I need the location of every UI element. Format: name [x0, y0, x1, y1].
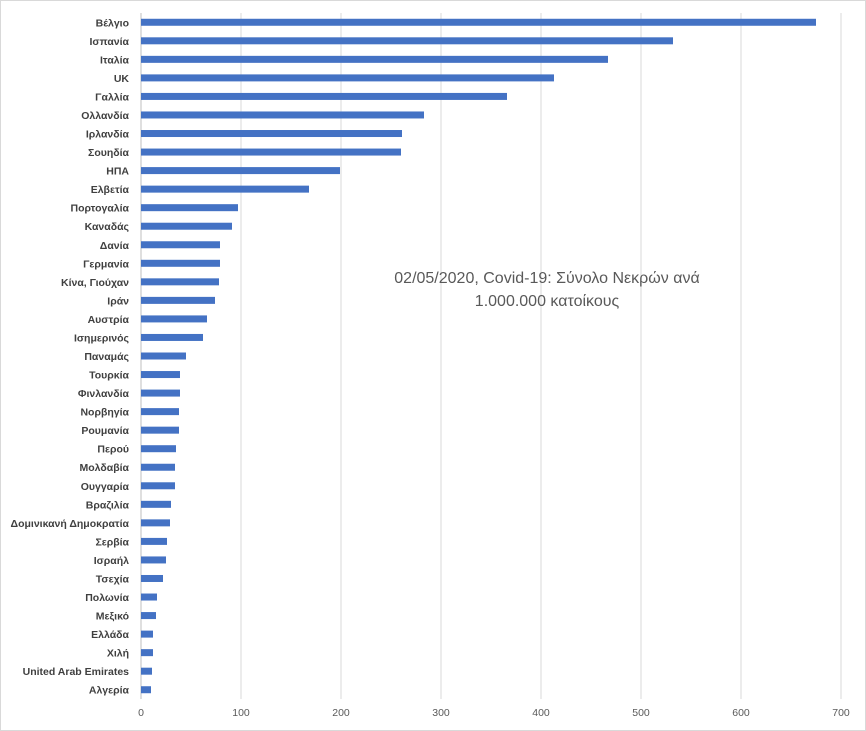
category-label: Νορβηγία — [80, 407, 129, 419]
category-label: Περού — [97, 444, 129, 456]
bar — [141, 55, 608, 63]
category-label: Αυστρία — [88, 314, 130, 326]
bar — [141, 167, 340, 175]
bar — [141, 389, 180, 397]
grid-lines — [140, 13, 842, 699]
bar — [141, 630, 153, 638]
category-label: Πορτογαλία — [70, 203, 129, 215]
x-tick-label: 300 — [432, 707, 450, 719]
x-tick-label: 600 — [732, 707, 750, 719]
x-tick-label: 400 — [532, 707, 550, 719]
bar — [141, 278, 219, 286]
category-label: Βραζιλία — [86, 499, 130, 511]
category-label: Δομινικανή Δημοκρατία — [11, 518, 130, 530]
category-label: Γαλλία — [95, 91, 129, 103]
category-label: Καναδάς — [85, 221, 130, 233]
category-label: United Arab Emirates — [23, 666, 130, 678]
bar — [141, 537, 167, 545]
category-label: Ουγγαρία — [81, 481, 130, 493]
bar — [141, 259, 220, 267]
category-label: Ελβετία — [91, 184, 130, 196]
category-label: Μολδαβία — [80, 462, 130, 474]
chart-title: 02/05/2020, Covid-19: Σύνολο Νεκρών ανά … — [361, 267, 733, 313]
bar — [141, 445, 176, 453]
category-label: Ελλάδα — [91, 629, 129, 641]
category-label: Δανία — [100, 240, 130, 252]
category-label: Ισπανία — [89, 36, 129, 48]
category-label: UK — [114, 73, 130, 85]
chart-title-line-2: 1.000.000 κατοίκους — [474, 293, 620, 310]
category-label: Ολλανδία — [81, 110, 129, 122]
x-tick-label: 500 — [632, 707, 650, 719]
bar — [141, 222, 232, 230]
bar — [141, 574, 163, 582]
category-label: ΗΠΑ — [106, 166, 129, 178]
category-label: Ιρλανδία — [86, 129, 130, 141]
chart-title-line-1: 02/05/2020, Covid-19: Σύνολο Νεκρών ανά — [394, 270, 700, 287]
bar — [141, 315, 207, 323]
bar — [141, 352, 186, 360]
category-label: Ιράν — [107, 295, 129, 307]
category-label: Βέλγιο — [96, 17, 129, 29]
bar — [141, 519, 170, 527]
category-label: Ισραήλ — [94, 555, 129, 567]
category-label: Γερμανία — [83, 258, 129, 270]
bar — [141, 185, 309, 193]
category-label: Πολωνία — [85, 592, 129, 604]
category-label: Τσεχία — [96, 573, 130, 585]
x-tick-label: 100 — [232, 707, 250, 719]
bar — [141, 612, 156, 620]
category-label: Αλγερία — [89, 685, 130, 697]
bar — [141, 426, 179, 434]
bar — [141, 556, 166, 564]
bar — [141, 667, 152, 675]
bar — [141, 593, 157, 601]
bar — [141, 500, 171, 508]
bar — [141, 204, 238, 212]
category-label: Τουρκία — [89, 370, 129, 382]
category-label: Ιταλία — [100, 54, 130, 66]
bar — [141, 371, 180, 379]
x-tick-label: 0 — [138, 707, 144, 719]
category-label: Μεξικό — [96, 611, 129, 623]
bar — [141, 649, 153, 657]
category-label: Κίνα, Γιούχαν — [61, 277, 129, 289]
category-label: Ισημερινός — [74, 332, 130, 344]
x-tick-label: 700 — [832, 707, 850, 719]
bar — [141, 130, 402, 138]
bar — [141, 241, 220, 249]
bar — [141, 148, 401, 156]
bar — [141, 92, 507, 100]
bar — [141, 74, 554, 82]
category-label: Χιλή — [107, 648, 129, 660]
bar — [141, 111, 424, 119]
bar — [141, 37, 673, 45]
category-label: Ρουμανία — [81, 425, 129, 437]
category-label: Σουηδία — [88, 147, 130, 159]
category-label: Παναμάς — [84, 351, 129, 363]
bar — [141, 463, 175, 471]
bars — [141, 18, 816, 694]
bar — [141, 296, 215, 304]
category-labels: Βέλγιο Ισπανία Ιταλία UK Γαλλία Ολλανδία Ιρλαν… — [11, 17, 130, 696]
category-label: Φινλανδία — [78, 388, 130, 400]
category-label: Σερβία — [95, 536, 129, 548]
x-tick-label: 200 — [332, 707, 350, 719]
bar — [141, 482, 175, 490]
bar — [141, 686, 151, 694]
x-tick-labels: 0 100 200 300 400 500 600 700 — [138, 707, 850, 719]
bar — [141, 408, 179, 416]
bar — [141, 18, 816, 26]
bar — [141, 333, 203, 341]
